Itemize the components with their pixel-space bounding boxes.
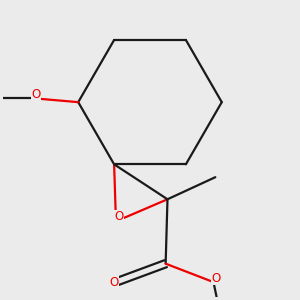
Text: O: O (212, 272, 221, 285)
Text: O: O (110, 276, 119, 289)
Text: O: O (31, 88, 40, 100)
Text: O: O (114, 210, 124, 224)
